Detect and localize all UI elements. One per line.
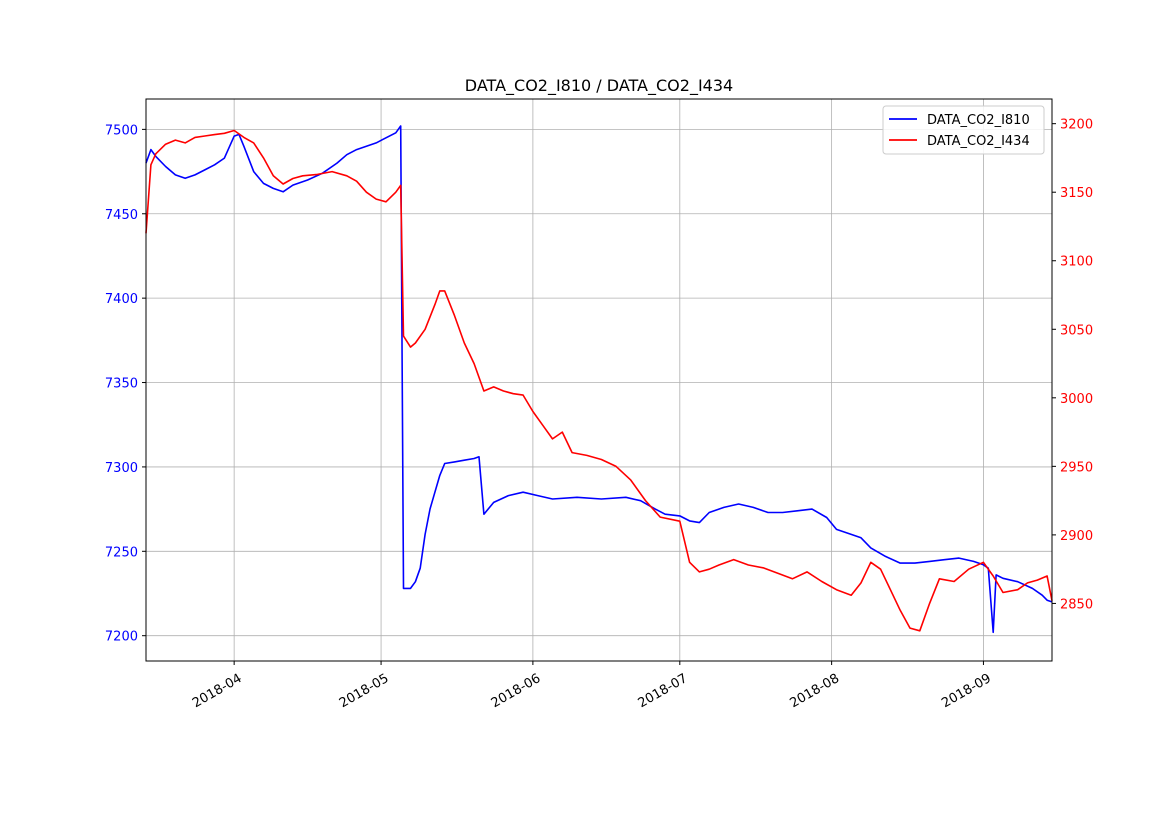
grid-lines bbox=[146, 99, 1052, 661]
y-right-tick-label: 3200 bbox=[1060, 118, 1093, 133]
y-right-tick-label: 3000 bbox=[1060, 392, 1093, 407]
y-left-tick-label: 7350 bbox=[105, 377, 138, 392]
y-left-tick-label: 7200 bbox=[105, 630, 138, 645]
y-right-tick-label: 2950 bbox=[1060, 460, 1093, 475]
legend-box bbox=[882, 105, 1045, 155]
series-layer bbox=[145, 125, 1053, 634]
legend-label: DATA_CO2_I810 bbox=[927, 113, 1030, 128]
y-left-tick-label: 7300 bbox=[105, 461, 138, 476]
y-left-tick-label: 7450 bbox=[105, 208, 138, 223]
y-right-tick-label: 2850 bbox=[1060, 597, 1093, 612]
y-left-tick-label: 7400 bbox=[105, 292, 138, 307]
right-y-axis: 2850 2900 2950 3000 3050 3100 3150 3200 bbox=[1052, 118, 1093, 612]
y-left-tick-label: 7250 bbox=[105, 545, 138, 560]
legend: DATA_CO2_I810 DATA_CO2_I434 bbox=[882, 105, 1045, 155]
y-right-tick-label: 3050 bbox=[1060, 323, 1093, 338]
chart-title: DATA_CO2_I810 / DATA_CO2_I434 bbox=[465, 76, 733, 96]
series-line bbox=[145, 125, 1053, 634]
y-right-tick-label: 3100 bbox=[1060, 255, 1093, 270]
series-line bbox=[145, 129, 1053, 632]
y-left-tick-label: 7500 bbox=[105, 123, 138, 138]
left-y-axis: 7200 7250 7300 7350 7400 7450 7500 bbox=[105, 123, 146, 645]
plot-frame bbox=[145, 98, 1053, 662]
y-right-tick-label: 2900 bbox=[1060, 529, 1093, 544]
y-right-tick-label: 3150 bbox=[1060, 186, 1093, 201]
legend-label: DATA_CO2_I434 bbox=[927, 134, 1030, 149]
